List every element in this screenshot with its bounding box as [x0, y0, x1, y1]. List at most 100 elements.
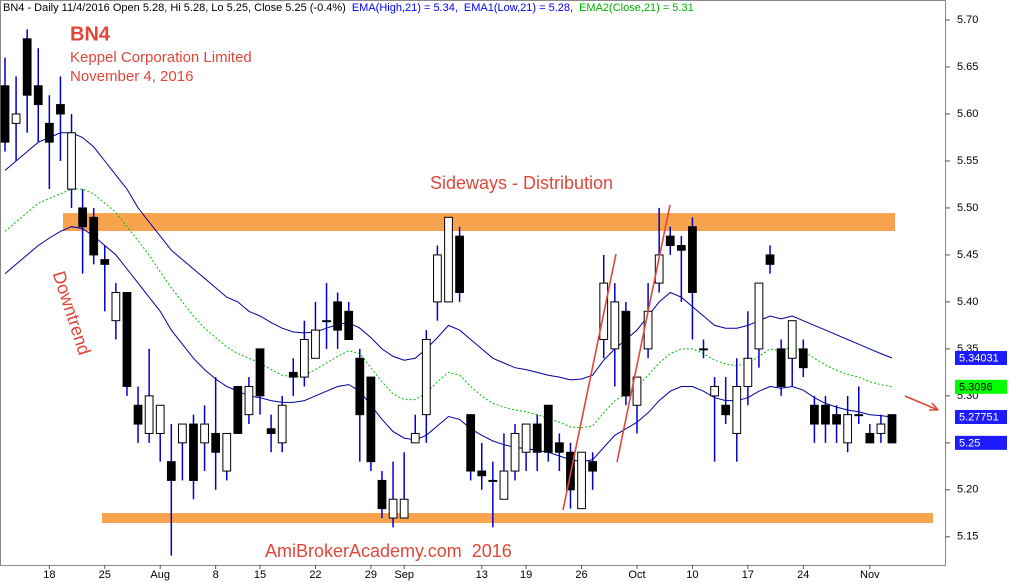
candle-body — [89, 216, 99, 256]
candle-body — [710, 385, 719, 397]
candle-body — [787, 320, 797, 359]
candle-body — [743, 357, 753, 387]
header-part: BN4 - Daily 11/4/2016 Open 5.28, Hi 5.28… — [3, 2, 346, 14]
price-tag-label: 5.25 — [959, 437, 980, 449]
candle-body — [388, 498, 398, 519]
candle-body — [344, 310, 354, 340]
x-tick-label: Oct — [628, 569, 645, 581]
candle-body — [632, 376, 642, 406]
candle-body — [100, 259, 110, 265]
candle-body — [421, 338, 431, 416]
candle-body — [732, 385, 742, 434]
candle-body — [688, 226, 697, 294]
candle-body — [299, 338, 309, 378]
x-tick-label: 10 — [686, 569, 698, 581]
y-tick-label: 5.70 — [957, 14, 978, 26]
candle-body — [821, 404, 830, 425]
trend-line — [562, 253, 617, 511]
candle-body — [33, 85, 43, 106]
price-tag — [955, 435, 1007, 450]
candle-body — [67, 132, 76, 190]
price-tag-label: 5.34031 — [959, 352, 999, 364]
ema-line — [4, 226, 893, 463]
candle-body — [499, 470, 509, 500]
candle-body — [399, 498, 409, 519]
trend-line — [616, 204, 671, 463]
price-tag-label: 5.3096 — [959, 381, 993, 393]
candle-body — [832, 414, 841, 425]
candle-body — [699, 348, 708, 351]
header-part: EMA(High,21) = 5.34, — [352, 2, 458, 14]
y-tick-label: 5.65 — [957, 61, 978, 73]
x-tick-label: 13 — [476, 569, 488, 581]
price-tag — [955, 379, 1007, 394]
candle-body — [200, 423, 209, 444]
x-tick-label: 8 — [213, 569, 219, 581]
x-tick-label: 15 — [254, 569, 266, 581]
candle-body — [621, 310, 631, 397]
price-tag — [955, 409, 1007, 424]
y-tick-label: 5.15 — [957, 531, 978, 543]
candle-body — [377, 479, 387, 510]
trend-lines — [562, 204, 939, 511]
watermark: AmiBrokerAcademy.com 2016 — [265, 541, 512, 561]
candle-body — [543, 404, 553, 453]
y-tick-label: 5.20 — [957, 484, 978, 496]
candle-body — [56, 104, 65, 115]
price-tag-label: 5.27751 — [959, 411, 999, 423]
candle-body — [277, 404, 287, 444]
x-tick-label: 26 — [575, 569, 587, 581]
company: Keppel Corporation Limited — [70, 49, 252, 66]
x-tick-label: Nov — [860, 569, 880, 581]
candle-body — [765, 254, 775, 265]
candle-body — [366, 376, 376, 463]
candle-body — [111, 292, 121, 322]
candle-body — [11, 113, 21, 124]
candle-body — [798, 348, 808, 369]
plot — [0, 29, 933, 556]
candle-body — [178, 423, 187, 444]
candle-body — [477, 470, 487, 477]
candle-body — [78, 207, 87, 228]
header-part: EMA1(Low,21) = 5.28, — [464, 2, 573, 14]
candle-body — [355, 357, 365, 416]
x-tick-label: 24 — [797, 569, 809, 581]
candle-body — [554, 442, 564, 453]
header-part: EMA2(Close,21) = 5.31 — [579, 2, 694, 14]
header: BN4 - Daily 11/4/2016 Open 5.28, Hi 5.28… — [3, 2, 694, 14]
candle-body — [577, 451, 586, 510]
x-tick-label: 22 — [309, 569, 321, 581]
y-tick-label: 5.40 — [957, 296, 978, 308]
x-tick-label: Sep — [394, 569, 414, 581]
ema-line — [4, 132, 893, 381]
x-tick-label: 29 — [365, 569, 377, 581]
symbol: BN4 — [70, 23, 111, 45]
price-tag — [955, 350, 1007, 365]
candle-body — [0, 85, 10, 143]
candle-body — [521, 423, 531, 453]
candle-body — [144, 395, 154, 434]
candle-body — [322, 320, 331, 323]
candle-body — [444, 216, 453, 303]
candle-body — [211, 432, 221, 453]
y-tick-label: 5.55 — [957, 155, 978, 167]
candle-body — [255, 348, 265, 397]
candle-body — [665, 235, 675, 247]
candle-body — [166, 461, 176, 481]
candle-body — [44, 122, 54, 143]
candle-body — [133, 404, 143, 425]
candle-body — [876, 423, 886, 434]
y-tick-label: 5.60 — [957, 108, 978, 120]
date: November 4, 2016 — [70, 68, 193, 85]
candle-body — [721, 404, 731, 416]
candle-body — [244, 385, 254, 416]
candle-body — [311, 329, 320, 359]
candle-body — [488, 479, 498, 482]
candle-body — [333, 301, 343, 331]
candle-body — [266, 428, 276, 434]
candle-body — [865, 432, 875, 444]
candle-body — [676, 245, 686, 251]
candle-body — [233, 385, 243, 434]
candle-body — [288, 371, 298, 378]
